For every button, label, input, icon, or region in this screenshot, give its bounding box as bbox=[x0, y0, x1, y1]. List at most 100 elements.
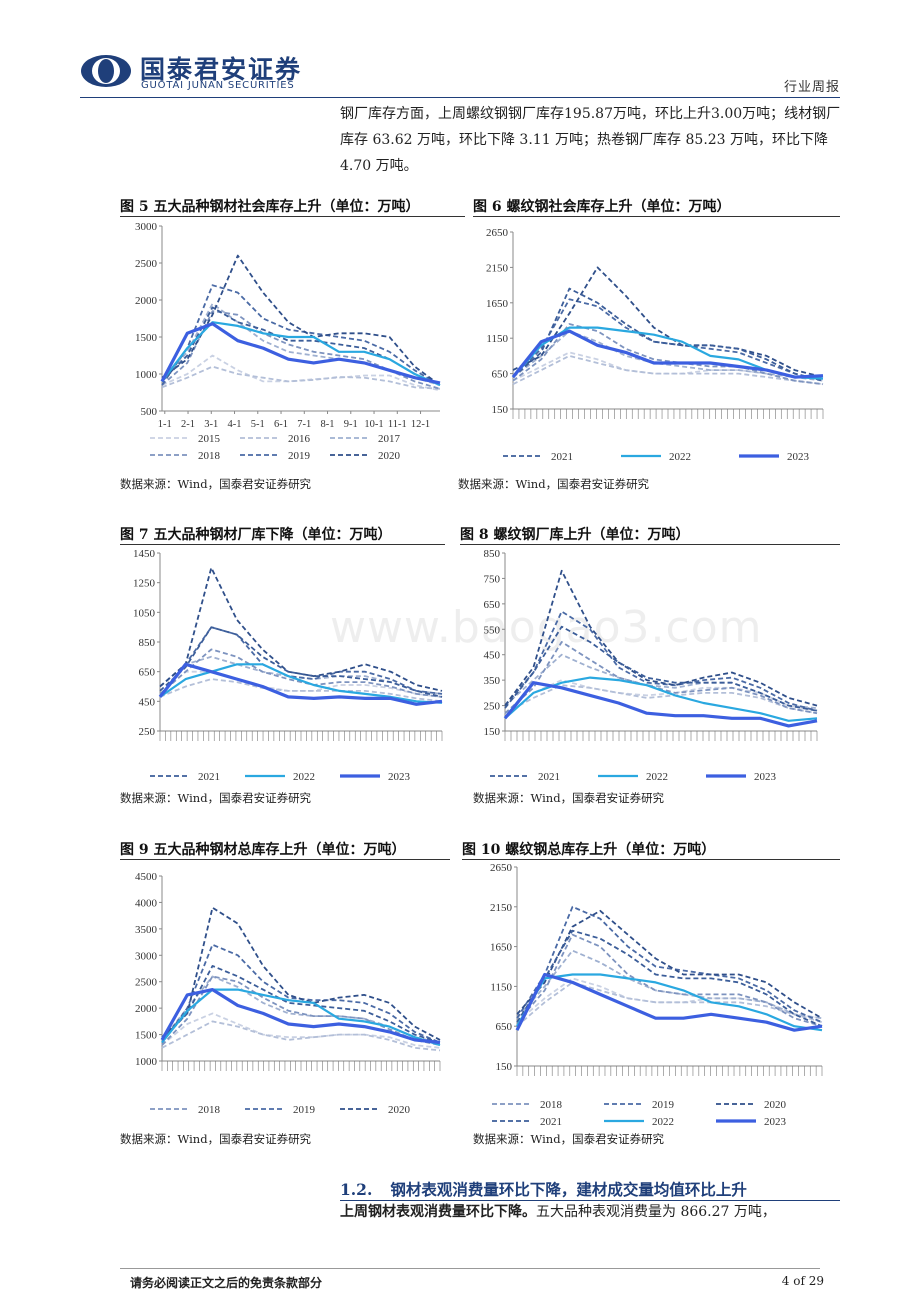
section-number: 1.2. bbox=[340, 1180, 373, 1199]
x-tick-label: 10-1 bbox=[364, 419, 383, 430]
y-tick-label: 500 bbox=[141, 406, 158, 418]
legend-label-2020: 2020 bbox=[764, 1099, 787, 1111]
legend-label-2022: 2022 bbox=[652, 1116, 674, 1128]
legend-label-2015: 2015 bbox=[198, 433, 221, 445]
y-tick-label: 2000 bbox=[135, 1003, 158, 1015]
legend-label-2022: 2022 bbox=[293, 771, 315, 783]
series-line-2016 bbox=[159, 678, 443, 703]
y-tick-label: 2500 bbox=[135, 977, 158, 989]
y-tick-label: 250 bbox=[139, 726, 156, 738]
legend-label-2023: 2023 bbox=[754, 771, 777, 783]
y-tick-label: 1650 bbox=[490, 942, 513, 954]
x-tick-label: 5-1 bbox=[251, 419, 265, 430]
legend-label-2022: 2022 bbox=[669, 451, 691, 463]
figure-9-rule bbox=[120, 859, 450, 860]
intro-paragraph: 钢厂库存方面，上周螺纹钢钢厂库存195.87万吨，环比上升3.00万吨；线材钢厂… bbox=[340, 106, 841, 174]
series-line-2016 bbox=[512, 354, 824, 386]
legend-label-2020: 2020 bbox=[378, 450, 401, 462]
series-line-2020 bbox=[516, 909, 823, 1019]
legend-label-2016: 2016 bbox=[288, 433, 311, 445]
figure-7-source: 数据来源：Wind，国泰君安证券研究 bbox=[120, 791, 312, 805]
figure-5-rule bbox=[120, 216, 465, 217]
series-line-2023 bbox=[160, 322, 441, 385]
series-line-2022 bbox=[516, 973, 823, 1032]
series-line-2021 bbox=[161, 965, 441, 1044]
x-tick-label: 7-1 bbox=[297, 419, 311, 430]
y-tick-label: 1650 bbox=[486, 298, 509, 310]
y-tick-label: 1450 bbox=[133, 548, 156, 560]
x-tick-label: 1-1 bbox=[158, 419, 172, 430]
y-tick-label: 3000 bbox=[135, 950, 158, 962]
y-tick-label: 2150 bbox=[486, 262, 509, 274]
series-line-2021 bbox=[516, 929, 823, 1028]
y-tick-label: 650 bbox=[492, 369, 509, 381]
series-line-2020 bbox=[161, 254, 441, 386]
y-tick-label: 450 bbox=[139, 696, 156, 708]
figure-10-title: 图 10 螺纹钢总库存上升（单位：万吨） bbox=[462, 842, 716, 858]
series-line-2015 bbox=[516, 977, 823, 1023]
legend-label-2019: 2019 bbox=[293, 1104, 316, 1116]
series-line-2019 bbox=[161, 284, 441, 386]
y-tick-label: 250 bbox=[484, 701, 501, 713]
legend-label-2023: 2023 bbox=[388, 771, 411, 783]
series-line-2023 bbox=[160, 987, 441, 1045]
header-divider bbox=[80, 97, 840, 98]
company-logo-icon bbox=[81, 55, 131, 87]
footer-divider bbox=[120, 1268, 820, 1269]
y-tick-label: 1250 bbox=[133, 578, 156, 590]
series-line-2021 bbox=[159, 626, 443, 698]
y-tick-label: 650 bbox=[484, 599, 501, 611]
y-tick-label: 2500 bbox=[135, 258, 158, 270]
figure-5-chart: 500 1000 1500 2000 2500 3000 1-1 2-1 3-1 4-1 5-1 6-… bbox=[135, 221, 441, 462]
y-tick-label: 2150 bbox=[490, 902, 513, 914]
legend-label-2018: 2018 bbox=[540, 1099, 563, 1111]
section-heading: 1.2. 钢材表观消费量环比下降，建材成交量均值环比上升 bbox=[340, 1178, 747, 1200]
y-tick-label: 750 bbox=[484, 573, 501, 585]
figure-7-title: 图 7 五大品种钢材厂库下降（单位：万吨） bbox=[120, 527, 392, 543]
figure-9-source: 数据来源：Wind，国泰君安证券研究 bbox=[120, 1132, 312, 1146]
series-line-2018 bbox=[504, 641, 818, 715]
y-tick-label: 150 bbox=[496, 1061, 513, 1073]
series-line-2016 bbox=[516, 981, 823, 1027]
legend-label-2018: 2018 bbox=[198, 450, 221, 462]
page-number: 4 of 29 bbox=[781, 1274, 824, 1288]
section-title: 钢材表观消费量环比下降，建材成交量均值环比上升 bbox=[390, 1180, 747, 1199]
figure-5-title: 图 5 五大品种钢材社会库存上升（单位：万吨） bbox=[120, 199, 420, 215]
legend-label-2019: 2019 bbox=[288, 450, 311, 462]
x-tick-label: 2-1 bbox=[181, 419, 195, 430]
section-body-lead: 上周钢材表观消费量环比下降。 bbox=[340, 1204, 536, 1220]
series-line-2015 bbox=[512, 351, 824, 386]
legend-label-2021: 2021 bbox=[538, 771, 560, 783]
series-line-2016 bbox=[161, 1020, 441, 1052]
report-type-label: 行业周报 bbox=[783, 80, 840, 95]
legend-label-2021: 2021 bbox=[198, 771, 220, 783]
figure-10-rule bbox=[462, 859, 840, 860]
figure-9-chart: 1000 1500 2000 2500 3000 3500 4000 4500 2018 2019… bbox=[135, 871, 441, 1116]
y-tick-label: 1500 bbox=[135, 332, 158, 344]
series-line-2019 bbox=[516, 905, 823, 1024]
legend-label-2019: 2019 bbox=[652, 1099, 675, 1111]
figure-6-title: 图 6 螺纹钢社会库存上升（单位：万吨） bbox=[473, 199, 731, 215]
y-tick-label: 150 bbox=[492, 404, 509, 416]
y-tick-label: 1000 bbox=[135, 369, 158, 381]
figure-6-chart: 150 650 1150 1650 2150 2650 2021 2022 2023 bbox=[486, 227, 824, 463]
x-tick-label: 9-1 bbox=[344, 419, 358, 430]
y-tick-label: 4000 bbox=[135, 897, 158, 909]
legend-label-2023: 2023 bbox=[764, 1116, 787, 1128]
y-tick-label: 3000 bbox=[135, 221, 158, 233]
series-line-2020 bbox=[512, 266, 824, 378]
series-line-2019 bbox=[159, 626, 443, 695]
series-line-2022 bbox=[161, 988, 441, 1047]
y-tick-label: 550 bbox=[484, 624, 501, 636]
section-body: 上周钢材表观消费量环比下降。五大品种表观消费量为 866.27 万吨， bbox=[340, 1201, 845, 1221]
y-tick-label: 3500 bbox=[135, 924, 158, 936]
legend-label-2017: 2017 bbox=[378, 433, 401, 445]
series-line-2016 bbox=[161, 365, 441, 390]
figure-8-chart: 150 250 350 450 550 650 750 850 2021 2022 2023 bbox=[484, 548, 818, 783]
x-tick-label: 4-1 bbox=[228, 419, 242, 430]
figure-10-source: 数据来源：Wind，国泰君安证券研究 bbox=[473, 1132, 665, 1146]
figure-6-source: 数据来源：Wind，国泰君安证券研究 bbox=[458, 477, 650, 491]
y-tick-label: 2650 bbox=[490, 862, 513, 874]
y-tick-label: 2000 bbox=[135, 295, 158, 307]
legend-label-2020: 2020 bbox=[388, 1104, 411, 1116]
